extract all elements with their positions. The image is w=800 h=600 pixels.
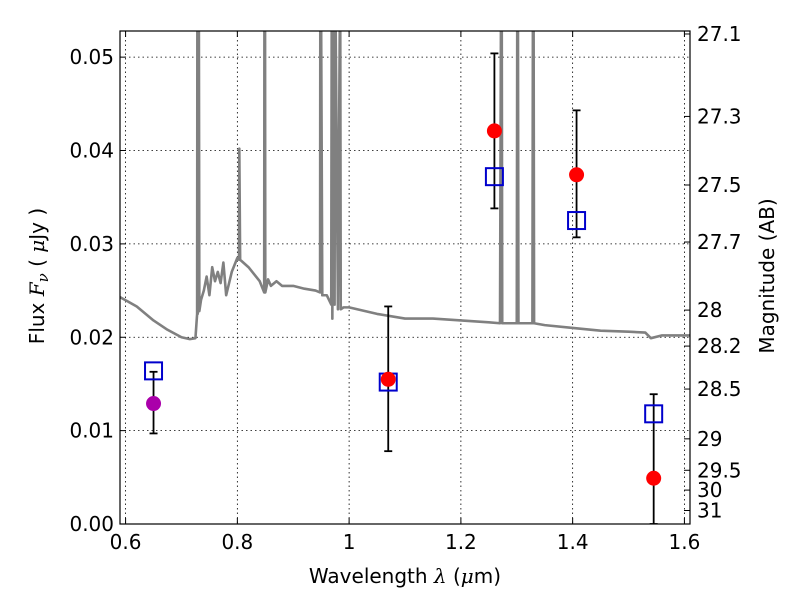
x-tick-label: 1 — [343, 530, 356, 554]
y-axis-label: Flux Fν ( μJy ) — [25, 208, 52, 344]
grid — [120, 31, 690, 524]
right-tick-label: 29.5 — [697, 458, 742, 482]
y-tick-label: 0.01 — [69, 419, 114, 443]
y-tick-label: 0.04 — [69, 139, 114, 163]
plot-frame — [119, 30, 691, 525]
right-tick-label: 31 — [697, 499, 722, 523]
ticks: 0.6 0.8 1 1.2 1.4 1.6 0.00 0.01 0.02 0.03 0.04 0.05… — [69, 22, 741, 554]
right-tick-label: 30 — [697, 478, 722, 502]
x-tick-label: 1.2 — [445, 530, 477, 554]
x-tick-label: 1.4 — [557, 530, 589, 554]
observed-flux-point — [146, 396, 162, 412]
observed-flux-point — [380, 371, 396, 387]
y-tick-label: 0.05 — [69, 45, 114, 69]
right-tick-label: 28 — [697, 298, 722, 322]
right-tick-label: 27.1 — [697, 22, 742, 46]
x-tick-label: 0.8 — [221, 530, 253, 554]
observed-flux-point — [569, 167, 585, 183]
right-tick-label: 27.5 — [697, 173, 742, 197]
observed-flux-point — [486, 123, 502, 139]
x-tick-label: 1.6 — [669, 530, 701, 554]
right-tick-label: 28.2 — [697, 334, 742, 358]
right-tick-label: 27.7 — [697, 230, 742, 254]
x-axis-label: Wavelength λ (μm) — [309, 564, 501, 588]
right-tick-label: 29 — [697, 427, 722, 451]
y-tick-label: 0.03 — [69, 232, 114, 256]
right-tick-label: 28.5 — [697, 377, 742, 401]
model-flux-marker — [484, 167, 504, 187]
model-flux-marker — [567, 211, 587, 231]
y-tick-label: 0.00 — [69, 512, 114, 536]
right-axis-label: Magnitude (AB) — [755, 198, 779, 353]
model-flux-marker — [644, 404, 664, 424]
y-tick-label: 0.02 — [69, 325, 114, 349]
observed-flux-point — [646, 470, 662, 486]
x-tick-label: 0.6 — [110, 530, 142, 554]
model-spectrum-line — [120, 31, 690, 341]
plot-area — [120, 31, 690, 524]
model-flux-marker — [144, 361, 164, 381]
right-tick-label: 27.3 — [697, 104, 742, 128]
